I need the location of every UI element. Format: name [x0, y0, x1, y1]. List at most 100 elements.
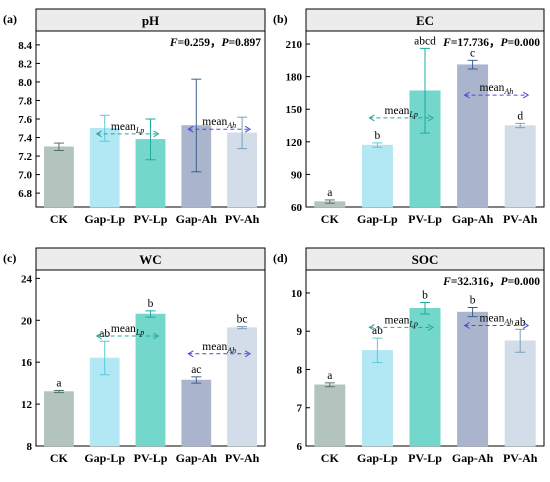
mean-arrow-right: [244, 125, 252, 133]
x-tick-label: Gap-Ah: [452, 451, 494, 465]
x-tick-label: CK: [50, 212, 69, 226]
significance-letter: b: [375, 130, 381, 142]
stat-F-value: =17.736，: [451, 37, 501, 49]
y-tick-label: 8: [27, 441, 33, 453]
mean-label-subscript: Ah: [226, 121, 236, 130]
y-tick-label: 10: [291, 288, 303, 300]
stat-F-value: =0.259，: [178, 37, 222, 49]
x-tick-label: Gap-Lp: [357, 451, 398, 465]
stat-annotation: F=0.259，P=0.897: [169, 37, 261, 49]
chart-panel-4: (d) SOC 6 7 8 9 10 F=32.316，P=0.000 a CK ab Gap-Lp b…: [273, 247, 545, 465]
mean-label-prefix: mean: [202, 341, 227, 353]
mean-arrow-left: [95, 130, 102, 138]
significance-letter: b: [470, 294, 476, 306]
mean-label-prefix: mean: [385, 105, 410, 117]
y-tick-label: 9: [297, 326, 303, 338]
panel-title: WC: [139, 252, 161, 267]
y-tick-label: 7: [297, 403, 303, 415]
mean-arrow-left: [368, 114, 375, 122]
y-tick-label: 150: [286, 104, 303, 116]
y-tick-label: 7.8: [18, 95, 32, 107]
mean-label-lp: meanLp: [111, 323, 144, 337]
y-tick-label: 16: [21, 357, 33, 369]
significance-letter: a: [56, 377, 61, 389]
mean-arrow-left: [95, 332, 102, 340]
x-tick-label: Gap-Ah: [176, 212, 218, 226]
bar-pv-ah: [504, 125, 536, 208]
mean-label-ah: meanAh: [480, 82, 514, 96]
significance-letter: bc: [237, 314, 248, 326]
x-tick-label: Gap-Ah: [452, 212, 494, 226]
bar-pv-ah: [504, 340, 536, 447]
y-tick-label: 7.2: [18, 151, 32, 163]
mean-arrow-left: [368, 323, 375, 331]
stat-F-symbol: F: [442, 37, 451, 49]
mean-arrow-left: [187, 350, 194, 358]
mean-label-prefix: mean: [111, 121, 136, 133]
stat-F-value: =32.316，: [451, 276, 501, 288]
chart-panel-2: (b) EC 60 90 120 150 180 210 F=17.736，P=0.000 a CK…: [273, 8, 545, 226]
mean-label-subscript: Ah: [503, 317, 513, 326]
y-tick-label: 90: [291, 169, 303, 181]
bar-gap-ah: [457, 311, 489, 447]
stat-P-symbol: P: [501, 276, 509, 288]
y-tick-label: 8.2: [18, 58, 32, 70]
y-tick-label: 6: [297, 441, 303, 453]
bar-pv-lp: [409, 308, 441, 447]
mean-arrow-left: [187, 125, 194, 133]
stat-P-symbol: P: [222, 37, 230, 49]
x-tick-label: PV-Ah: [225, 451, 260, 465]
y-tick-label: 12: [21, 399, 33, 411]
x-tick-label: CK: [321, 212, 340, 226]
bar-gap-ah: [181, 379, 212, 447]
panel-title: pH: [142, 13, 159, 28]
y-tick-label: 8.4: [18, 40, 32, 52]
y-tick-label: 7.6: [18, 114, 32, 126]
y-tick-label: 120: [286, 137, 303, 149]
x-tick-label: Gap-Lp: [84, 451, 125, 465]
x-tick-label: PV-Ah: [225, 212, 260, 226]
mean-label-lp: meanLp: [111, 121, 144, 135]
mean-label-subscript: Ah: [503, 87, 513, 96]
bar-gap-lp: [361, 144, 393, 208]
significance-letter: ac: [191, 364, 201, 376]
significance-letter: a: [327, 370, 332, 382]
panel-title: EC: [416, 13, 434, 28]
significance-letter: ab: [99, 328, 110, 340]
y-tick-label: 20: [21, 315, 33, 327]
significance-letter: b: [148, 298, 154, 310]
stat-annotation: F=17.736，P=0.000: [442, 37, 540, 49]
mean-arrow-right: [427, 114, 434, 122]
mean-label-prefix: mean: [111, 323, 136, 335]
bar-ck: [43, 146, 74, 208]
significance-letter: d: [517, 110, 523, 122]
mean-label-subscript: Lp: [408, 319, 417, 328]
mean-label-prefix: mean: [480, 82, 505, 94]
x-tick-label: Gap-Lp: [357, 212, 398, 226]
significance-letter: b: [422, 290, 428, 302]
mean-label-ah: meanAh: [202, 341, 236, 355]
panel-title: SOC: [412, 252, 439, 267]
y-tick-label: 7.0: [18, 170, 32, 182]
x-tick-label: Gap-Lp: [84, 212, 125, 226]
y-tick-label: 6.8: [18, 188, 32, 200]
y-tick-label: 24: [21, 273, 33, 285]
bar-gap-lp: [361, 350, 393, 447]
mean-label-subscript: Lp: [408, 110, 417, 119]
mean-arrow-right: [244, 350, 252, 358]
significance-letter: ab: [372, 325, 383, 337]
x-tick-label: PV-Lp: [134, 451, 168, 465]
mean-arrow-left: [463, 322, 470, 329]
y-tick-label: 8: [297, 364, 303, 376]
x-tick-label: PV-Lp: [408, 451, 442, 465]
bar-pv-ah: [227, 327, 258, 447]
x-tick-label: PV-Ah: [503, 451, 538, 465]
significance-letter: abcd: [414, 35, 436, 47]
chart-panel-1: (a) pH 6.8 7.0 7.2 7.4 7.6 7.8 8.0 8.2 8.4 F=0.259，…: [3, 8, 266, 226]
x-tick-label: PV-Lp: [134, 212, 168, 226]
significance-letter: a: [327, 187, 332, 199]
mean-label-subscript: Ah: [226, 346, 236, 355]
mean-arrow-right: [522, 322, 530, 329]
panel-label: (a): [3, 12, 17, 26]
x-tick-label: PV-Ah: [503, 212, 538, 226]
